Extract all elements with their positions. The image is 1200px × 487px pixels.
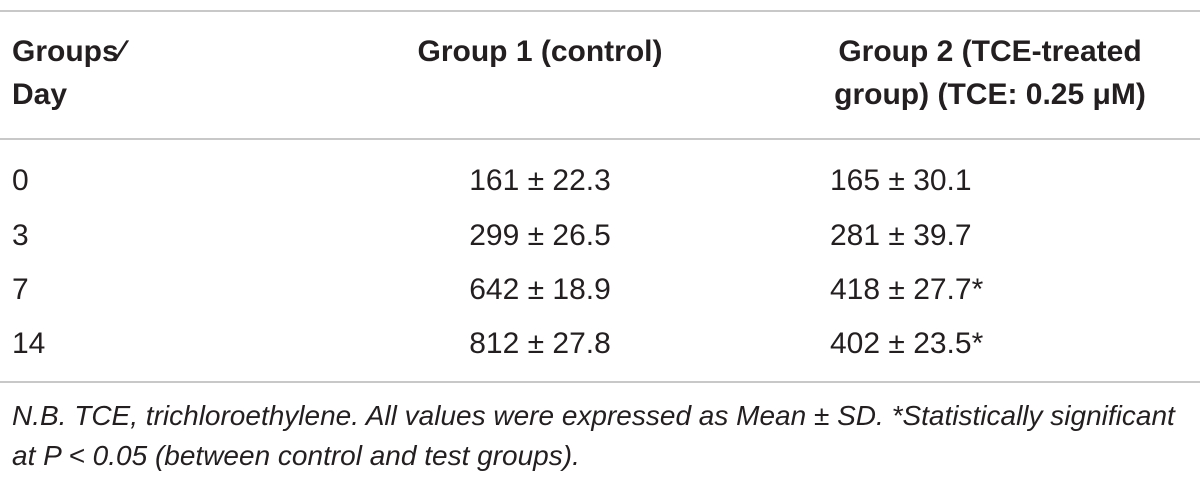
table-cell-group1: 161 ± 22.3 bbox=[469, 164, 611, 197]
table-cell-group1: 299 ± 26.5 bbox=[469, 219, 611, 252]
header-group2: Group 2 (TCE-treated group) (TCE: 0.25 μ… bbox=[760, 30, 1200, 116]
table-cell-group2: 165 ± 30.1 bbox=[830, 164, 972, 197]
table-footnote: N.B. TCE, trichloroethylene. All values … bbox=[12, 400, 1175, 471]
table-cell-group1: 642 ± 18.9 bbox=[469, 273, 611, 306]
header-group1: Group 1 (control) bbox=[417, 35, 663, 68]
table-cell-day: 14 bbox=[12, 327, 46, 360]
header-day-label: Day bbox=[12, 78, 68, 111]
table-cell-group2: 402 ± 23.5* bbox=[830, 327, 984, 360]
header-groups-day: Groups∕ Day bbox=[12, 30, 312, 116]
table-cell-group2: 418 ± 27.7* bbox=[830, 273, 984, 306]
header-group2-line1: Group 2 (TCE-treated bbox=[838, 35, 1142, 68]
table-bottom-rule bbox=[0, 381, 1200, 383]
table-cell-day: 3 bbox=[12, 219, 29, 252]
table-cell-group2: 281 ± 39.7 bbox=[830, 219, 972, 252]
table-top-rule bbox=[0, 10, 1200, 12]
header-groups-label: Groups∕ bbox=[12, 35, 124, 68]
table-cell-day: 7 bbox=[12, 273, 29, 306]
table-cell-group1: 812 ± 27.8 bbox=[469, 327, 611, 360]
header-group2-line2: group) (TCE: 0.25 μM) bbox=[834, 78, 1146, 111]
header-divider-rule bbox=[0, 138, 1200, 140]
table-cell-day: 0 bbox=[12, 164, 29, 197]
